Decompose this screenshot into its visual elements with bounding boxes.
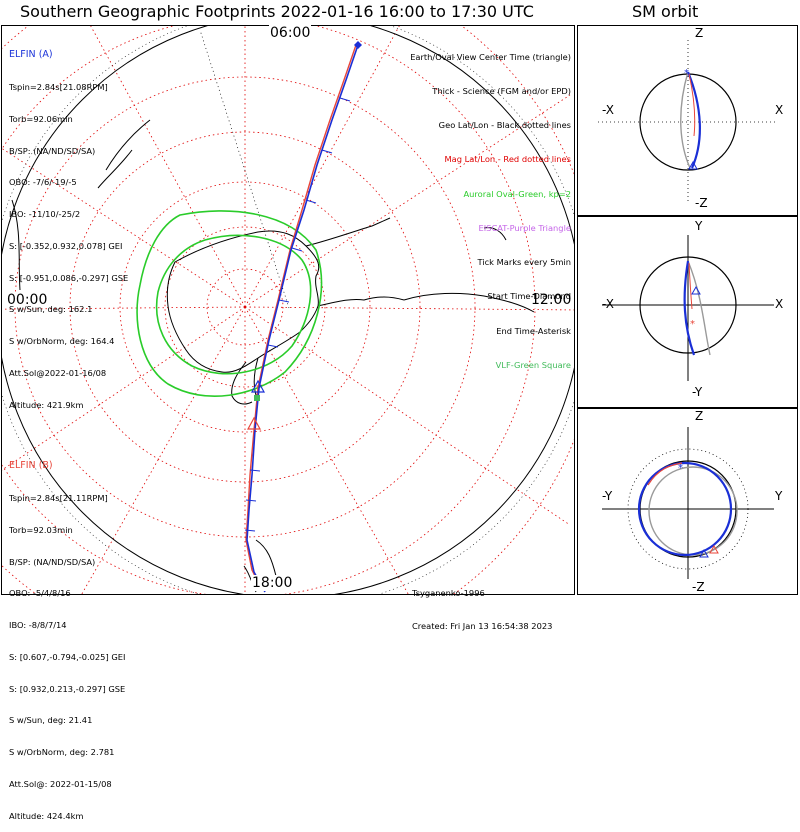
legend: Earth/Oval View Center Time (triangle) T… (410, 29, 571, 383)
info-line: S w/OrbNorm, deg: 164.4 (9, 336, 115, 347)
info-line: S w/Sun, deg: 162.1 (9, 304, 93, 315)
info-line: Torb=92.03min (9, 524, 73, 535)
created-label: Created: Fri Jan 13 16:54:38 2023 (412, 621, 553, 631)
info-line: Torb=92.06min (9, 113, 73, 124)
legend-item: EISCAT-Purple Triangle (478, 222, 571, 233)
elfin-b-trace (245, 44, 357, 591)
axis-label-bottom: -Z (692, 580, 705, 594)
info-line: IBO: -11/10/-25/2 (9, 209, 81, 220)
legend-item: Auroral Oval-Green, kp=2 (463, 188, 571, 199)
orbit-panel-yz: * Z -Z -Y Y (577, 408, 798, 595)
legend-item: Mag Lat/Lon - Red dotted lines (444, 154, 571, 165)
orbit-plot: * (598, 40, 778, 204)
axis-label-right: X (775, 297, 784, 311)
elfin-a-ticks (244, 97, 351, 532)
legend-item: Thick - Science (FGM and/or EPD) (432, 86, 571, 97)
info-line: OBO: -5/4/8/16 (9, 588, 71, 599)
info-line: Altitude: 424.4km (9, 810, 84, 821)
elfin-a-info: ELFIN (A) Tspin=2.84s[21.08RPM] Torb=92.… (9, 29, 128, 421)
legend-item: End Time-Asterisk (496, 325, 571, 336)
info-line: IBO: -8/8/7/14 (9, 620, 67, 631)
orbit-panel-xy: * Y -Y -X X (577, 216, 798, 408)
info-line: S w/Sun, deg: 21.41 (9, 715, 93, 726)
orbit-plot: * (602, 235, 774, 381)
legend-item: VLF-Green Square (495, 359, 571, 370)
hour-label-bottom: 18:00 (251, 575, 294, 591)
svg-text:*: * (690, 319, 695, 330)
info-line: B/SP: (NA/ND/SD/SA) (9, 145, 96, 156)
info-line: B/SP: (NA/ND/SD/SA) (9, 556, 96, 567)
info-line: Att.Sol@2022-01-16/08 (9, 368, 107, 378)
axis-label-bottom: -Y (692, 385, 703, 399)
info-line: Tspin=2.84s[21.11RPM] (9, 492, 108, 503)
legend-item: Earth/Oval View Center Time (triangle) (410, 51, 571, 62)
view-center-triangle (250, 379, 266, 393)
info-line: S: [0.607,-0.794,-0.025] GEI (9, 651, 126, 662)
elfin-b-triangle (246, 416, 262, 430)
vlf-square (254, 395, 260, 401)
axis-label-right: X (775, 103, 784, 117)
axis-label-right: Y (775, 489, 783, 503)
info-line: Tspin=2.84s[21.08RPM] (9, 81, 108, 92)
elfin-b-info: ELFIN (B) Tspin=2.84s[21.11RPM] Torb=92.… (9, 440, 125, 832)
hour-label-right: 12:00 (530, 292, 573, 308)
axis-label-bottom: -Z (695, 196, 708, 210)
axis-label-top: Z (695, 409, 704, 423)
axis-label-left: -X (602, 103, 614, 117)
info-line: S w/OrbNorm, deg: 2.781 (9, 747, 115, 758)
axis-label-top: Y (695, 219, 703, 233)
elfin-a-title: ELFIN (A) (9, 49, 53, 61)
axis-label-left: -Y (602, 489, 613, 503)
info-line: OBO: -7/6/-19/-5 (9, 177, 77, 188)
orbit-plot: * (602, 427, 774, 579)
axis-label-left: -X (602, 297, 614, 311)
info-line: Altitude: 421.9km (9, 399, 84, 410)
model-label: Tsyganenko-1996 (412, 588, 485, 598)
hour-label-top: 06:00 (269, 25, 312, 41)
info-line: S: [-0.951,0.086,-0.297] GSE (9, 272, 129, 283)
info-line: S: [0.932,0.213,-0.297] GSE (9, 683, 126, 694)
legend-item: Start Time-Diamond (487, 291, 571, 302)
svg-text:*: * (684, 68, 689, 79)
start-diamond (354, 41, 362, 49)
orbit-panel-xz: * Z -Z -X X (577, 25, 798, 216)
legend-item: Tick Marks every 5min (477, 257, 571, 268)
map-title: Southern Geographic Footprints 2022-01-1… (20, 2, 534, 21)
svg-text:*: * (678, 463, 683, 474)
elfin-b-title: ELFIN (B) (9, 460, 53, 472)
elfin-a-trace (246, 44, 359, 593)
hour-label-left: 00:00 (6, 292, 49, 308)
axis-label-top: Z (695, 26, 704, 40)
legend-item: Geo Lat/Lon - Black dotted lines (438, 120, 571, 131)
geo-grid (2, 26, 574, 594)
footer: Tsyganenko-1996 Created: Fri Jan 13 16:5… (412, 566, 552, 643)
orbit-title: SM orbit (632, 2, 699, 21)
info-line: S: [-0.352,0.932,0.078] GEI (9, 240, 123, 251)
info-line: Att.Sol@: 2022-01-15/08 (9, 779, 112, 789)
